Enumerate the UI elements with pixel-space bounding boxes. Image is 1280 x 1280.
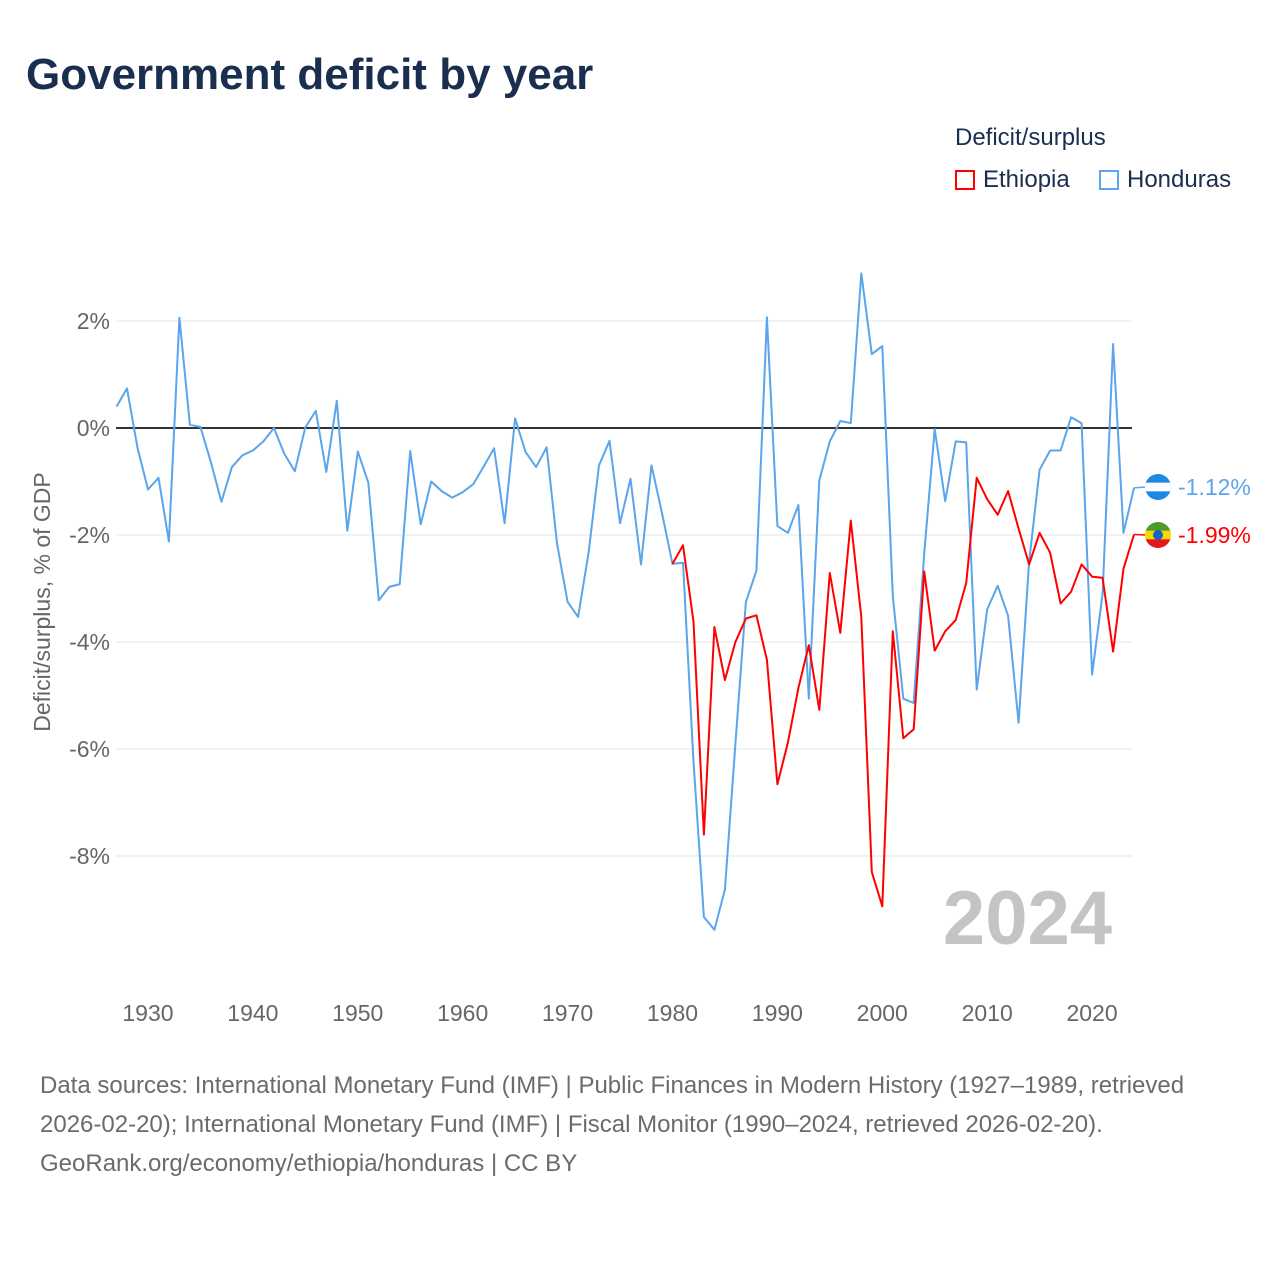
- legend-label-honduras: Honduras: [1127, 166, 1232, 193]
- attribution-link[interactable]: GeoRank.org/economy/ethiopia/honduras | …: [40, 1150, 578, 1177]
- series-line-honduras[interactable]: [115, 272, 1135, 931]
- y-tick-label: -2%: [69, 522, 110, 548]
- footer: Data sources: International Monetary Fun…: [40, 1066, 1250, 1183]
- x-tick-label: 1960: [437, 1000, 488, 1026]
- legend-item-honduras[interactable]: Honduras: [1099, 166, 1231, 194]
- legend-title: Deficit/surplus: [955, 124, 1106, 151]
- year-watermark: 2024: [943, 876, 1112, 961]
- flag-icon-honduras: [1145, 474, 1171, 500]
- y-tick-label: 2%: [77, 308, 110, 334]
- x-tick-label: 2020: [1066, 1000, 1117, 1026]
- x-tick-label: 2010: [962, 1000, 1013, 1026]
- x-tick-label: 1940: [227, 1000, 278, 1026]
- end-label-ethiopia: -1.99%: [1178, 522, 1251, 548]
- plot-area: 2% 0% -2% -4% -6% -8% 1930 1940 1950 1960 1970 1980…: [29, 272, 1251, 1026]
- end-label-honduras: -1.12%: [1178, 474, 1251, 500]
- y-tick-label: -6%: [69, 736, 110, 762]
- x-tick-label: 1970: [542, 1000, 593, 1026]
- y-axis-title: Deficit/surplus, % of GDP: [29, 472, 55, 731]
- data-sources: Data sources: International Monetary Fun…: [40, 1072, 1185, 1138]
- x-tick-label: 2000: [857, 1000, 908, 1026]
- series-line-ethiopia[interactable]: [671, 476, 1135, 908]
- x-tick-label: 1980: [647, 1000, 698, 1026]
- legend-swatch-honduras: [1099, 170, 1119, 190]
- legend-swatch-ethiopia: [955, 170, 975, 190]
- y-tick-label: -8%: [69, 843, 110, 869]
- end-connector: [1133, 533, 1147, 536]
- legend-label-ethiopia: Ethiopia: [983, 166, 1070, 193]
- x-tick-label: 1950: [332, 1000, 383, 1026]
- chart-title: Government deficit by year: [26, 50, 594, 99]
- end-connector: [1133, 486, 1147, 489]
- x-tick-label: 1990: [752, 1000, 803, 1026]
- legend-item-ethiopia[interactable]: Ethiopia: [955, 166, 1070, 194]
- flag-icon-ethiopia: [1145, 522, 1171, 548]
- y-tick-label: 0%: [77, 415, 110, 441]
- y-tick-label: -4%: [69, 629, 110, 655]
- x-tick-label: 1930: [122, 1000, 173, 1026]
